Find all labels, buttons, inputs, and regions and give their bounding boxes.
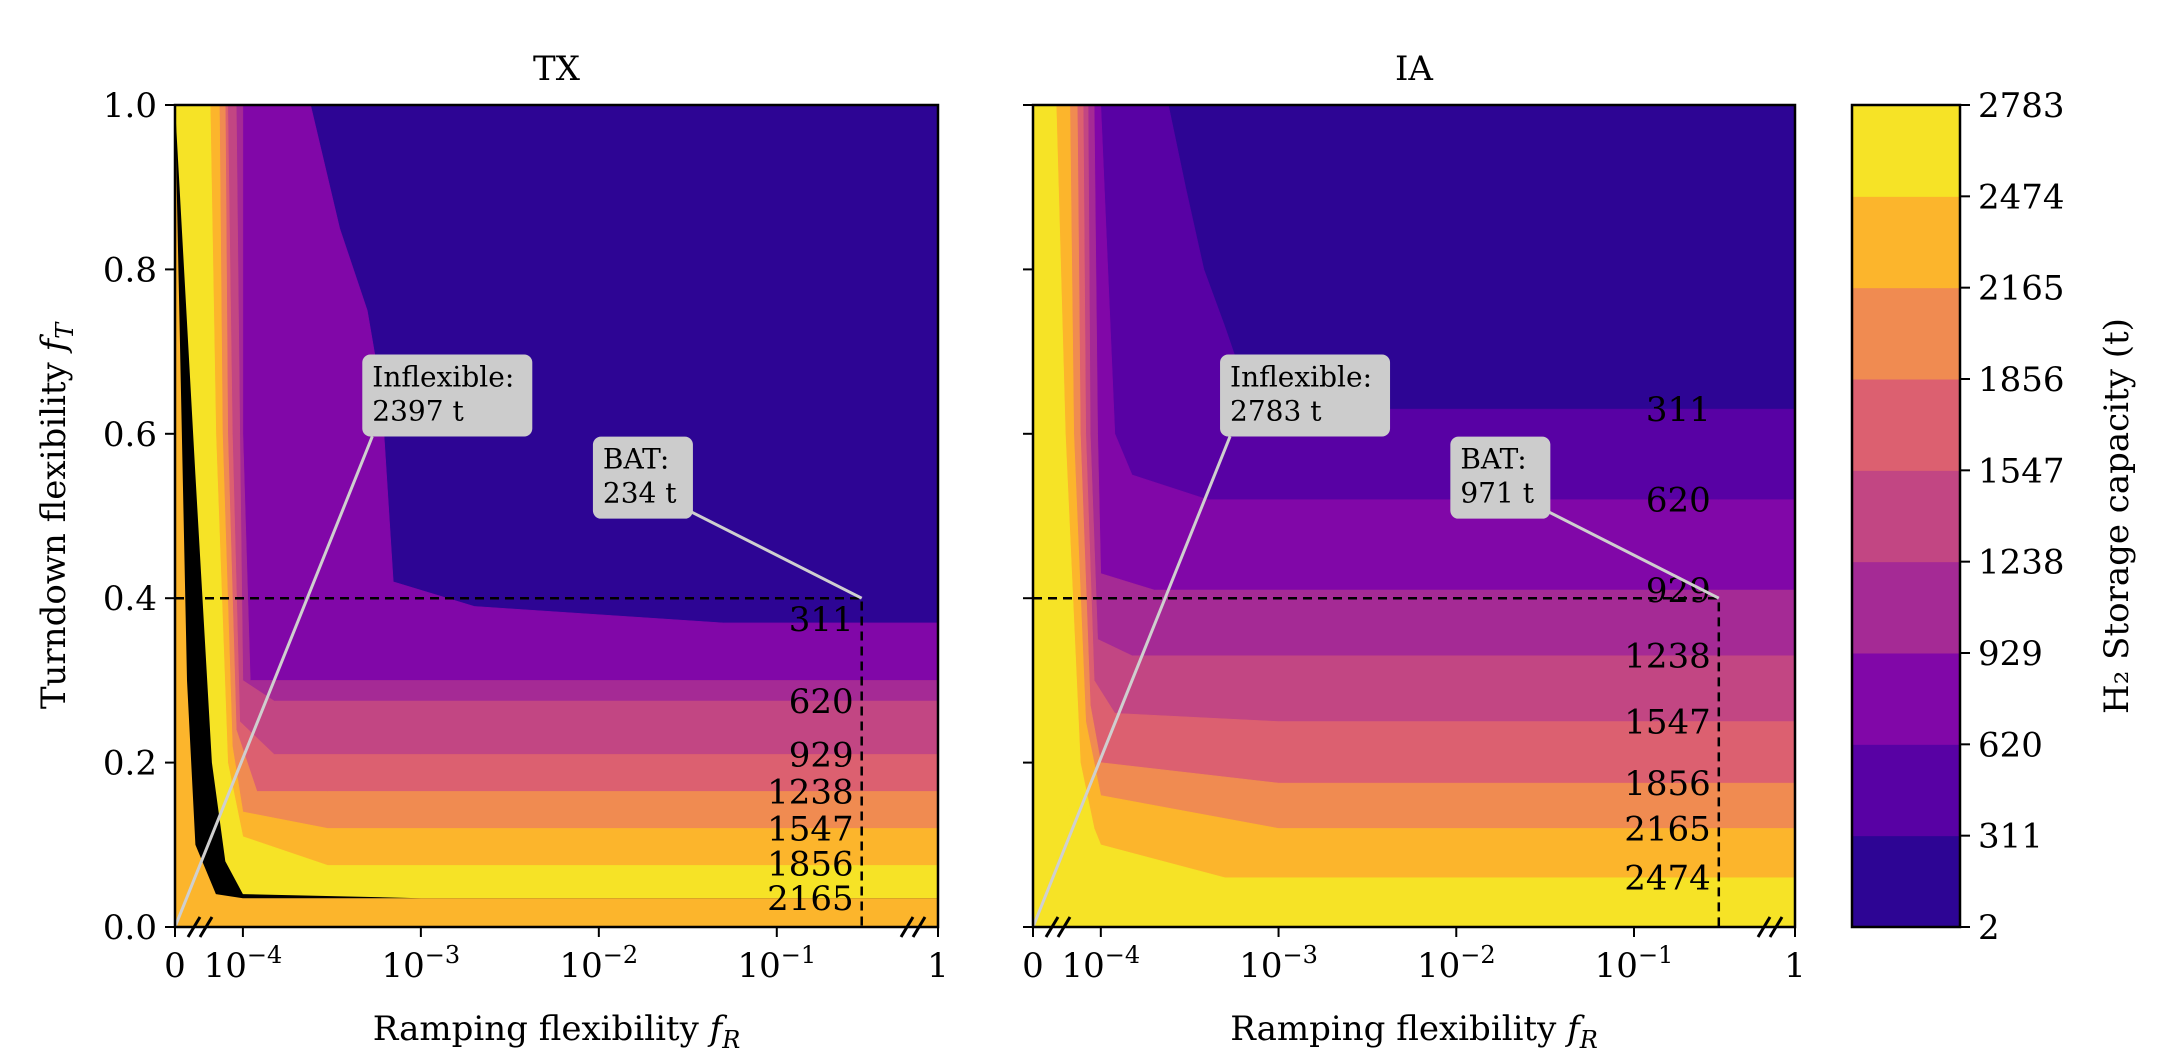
- axis-break-mark: [911, 916, 927, 938]
- x-tick-label: 10−3: [382, 941, 461, 986]
- colorbar-segment: [1852, 105, 1960, 197]
- annotation-line2: 234 t: [603, 477, 677, 510]
- annotation-box: [1450, 436, 1551, 519]
- colorbar-segment: [1852, 561, 1960, 654]
- axis-break-mark: [1756, 916, 1772, 938]
- annotation-box: [1220, 354, 1391, 437]
- panel-title: IA: [1395, 49, 1433, 89]
- y-axis-label: Turndown flexibility fT: [34, 321, 79, 709]
- y-tick-label: 0.4: [103, 579, 157, 619]
- x-tick-label: 10−2: [1417, 941, 1496, 986]
- contour-band-4: [175, 105, 938, 927]
- panel-ia: 31162092912381547185621652474Inflexible:…: [1022, 49, 1806, 1050]
- colorbar: 2 311 620 929 1238 1547 1856 2165 2474 2783 H₂ Sto…: [1850, 86, 2137, 948]
- y-tick-label: 0.6: [103, 415, 157, 455]
- colorbar-tick-label: 2783: [1978, 86, 2065, 126]
- colorbar-segment: [1852, 379, 1960, 471]
- annotation-box: [592, 436, 693, 519]
- contour-field: [175, 105, 938, 927]
- colorbar-tick-label: 1238: [1978, 543, 2065, 583]
- contour-band-5: [1033, 105, 1795, 927]
- contour-label: 1856: [1624, 764, 1711, 804]
- y-tick-label: 0.2: [103, 744, 157, 784]
- axis-break-mark: [186, 916, 202, 938]
- annotation-box: [362, 354, 533, 437]
- annotation-line1: Inflexible:: [372, 360, 514, 393]
- contour-label: 2165: [767, 879, 854, 919]
- annotation-line2: 2397 t: [372, 394, 464, 427]
- contour-band-8: [175, 105, 938, 927]
- x-tick-label: 10−2: [560, 941, 639, 986]
- contour-label: 2474: [1624, 859, 1711, 899]
- y-tick-label: 0.0: [103, 908, 157, 948]
- colorbar-segment: [1852, 835, 1960, 928]
- bat-guide-line: [175, 596, 863, 927]
- bat-guide-line: [1033, 596, 1721, 927]
- x-tick-label: 0: [1022, 946, 1044, 986]
- colorbar-label: H₂ Storage capacity (t): [2097, 318, 2137, 714]
- colorbar-segment: [1852, 196, 1960, 289]
- contour-label: 620: [789, 682, 854, 722]
- x-tick-label: 0: [164, 946, 186, 986]
- axes-frame: [173, 103, 940, 929]
- colorbar-tick-label: 2: [1978, 908, 2000, 948]
- annotation-arrow: [1031, 435, 1232, 928]
- colorbar-tick-label: 929: [1978, 634, 2043, 674]
- x-tick-label: 10−1: [1595, 941, 1674, 986]
- annotation-arrow: [1537, 505, 1720, 600]
- y-tick-label: 0.8: [103, 250, 157, 290]
- colorbar-frame: [1850, 103, 1962, 929]
- panel-title: TX: [533, 49, 581, 89]
- axis-break-mark: [899, 916, 915, 938]
- colorbar-tick-label: 2474: [1978, 177, 2065, 217]
- colorbar-segment: [1852, 287, 1960, 380]
- axes-frame: [1031, 103, 1797, 929]
- annotation-line1: BAT:: [1460, 443, 1526, 476]
- y-tick-label: 1.0: [103, 86, 157, 126]
- contour-band-8: [1033, 105, 1795, 927]
- colorbar-tick-label: 620: [1978, 725, 2043, 765]
- annotation-line1: BAT:: [603, 443, 669, 476]
- contour-label: 1856: [767, 845, 854, 885]
- contour-label: 929: [789, 735, 854, 775]
- contour-label: 620: [1646, 481, 1711, 521]
- x-tick-label: 10−1: [737, 941, 816, 986]
- x-axis-label: Ramping flexibility fR: [373, 1009, 741, 1050]
- annotation-arrow: [680, 505, 863, 600]
- contour-label: 1547: [767, 809, 854, 849]
- contour-label: 1238: [767, 772, 854, 812]
- colorbar-segment: [1852, 744, 1960, 837]
- annotation-line1: Inflexible:: [1230, 360, 1372, 393]
- axis-break-mark: [1044, 916, 1060, 938]
- x-tick-label: 10−3: [1239, 941, 1318, 986]
- x-tick-label: 10−4: [204, 941, 283, 986]
- colorbar-tick-label: 1856: [1978, 360, 2065, 400]
- colorbar-segment: [1852, 470, 1960, 563]
- annotation-arrow: [173, 435, 374, 928]
- contour-label: 2165: [1624, 809, 1711, 849]
- annotation-line2: 971 t: [1460, 477, 1534, 510]
- colorbar-segment: [1852, 653, 1960, 745]
- contour-label: 1238: [1624, 637, 1711, 677]
- annotation-line2: 2783 t: [1230, 394, 1322, 427]
- contour-label: 311: [789, 600, 854, 640]
- axis-break-mark: [1768, 916, 1784, 938]
- contour-label: 311: [1646, 390, 1711, 430]
- axis-break-mark: [1056, 916, 1072, 938]
- x-axis-label: Ramping flexibility fR: [1230, 1009, 1598, 1050]
- colorbar-tick-label: 311: [1978, 817, 2043, 857]
- colorbar-tick-label: 1547: [1978, 451, 2065, 491]
- colorbar-tick-label: 2165: [1978, 269, 2065, 309]
- x-tick-label: 1: [927, 946, 949, 986]
- x-tick-label: 1: [1784, 946, 1806, 986]
- contour-label: 1547: [1624, 703, 1711, 743]
- x-tick-label: 10−4: [1061, 941, 1140, 986]
- axis-break-mark: [198, 916, 214, 938]
